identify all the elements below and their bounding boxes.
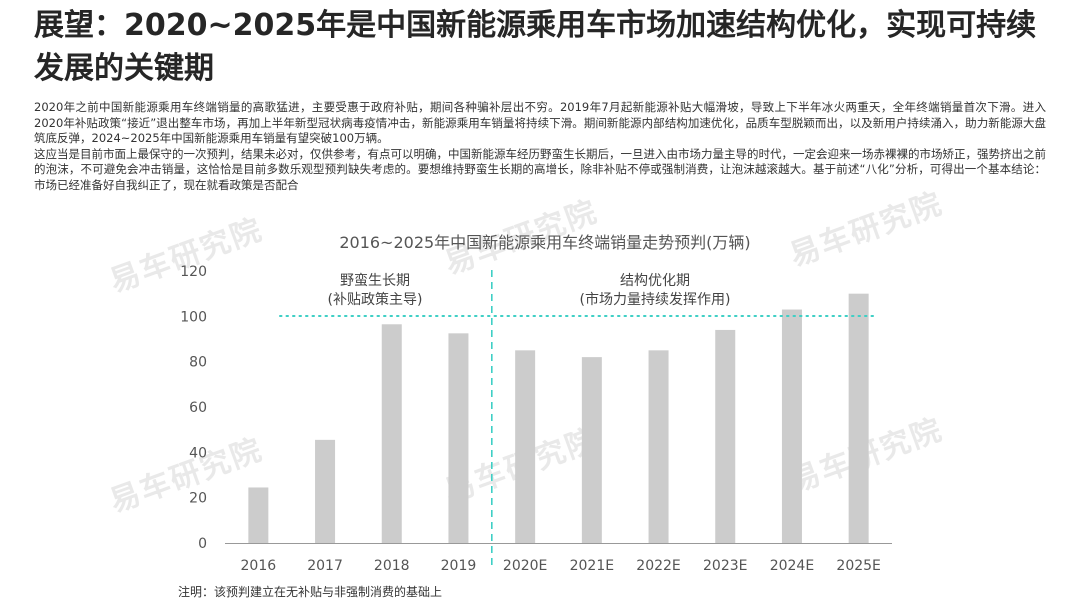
phase-1-sublabel: (补贴政策主导)	[328, 291, 423, 308]
x-tick-label: 2016	[241, 558, 277, 574]
x-tick-label: 2019	[441, 558, 477, 574]
x-tick-label: 2024E	[770, 558, 814, 574]
bar-2022E	[648, 350, 669, 543]
body-text: 2020年之前中国新能源乘用车终端销量的高歌猛进，主要受惠于政府补贴，期间各种骗…	[34, 100, 1046, 193]
y-tick-label: 0	[198, 536, 207, 552]
y-tick-label: 60	[189, 400, 207, 416]
y-tick-label: 100	[180, 309, 207, 325]
x-tick-label: 2022E	[636, 558, 680, 574]
x-tick-label: 2021E	[570, 558, 614, 574]
phase-2-sublabel: (市场力量持续发挥作用)	[580, 291, 731, 308]
x-axis: 2016 2017 2018 2019 2020E 2021E 2022E 2023E 2024…	[225, 543, 892, 574]
y-tick-label: 120	[180, 264, 207, 280]
paragraph-1: 2020年之前中国新能源乘用车终端销量的高歌猛进，主要受惠于政府补贴，期间各种骗…	[34, 100, 1046, 145]
y-tick-label: 20	[189, 491, 207, 507]
bar-2023E	[715, 329, 736, 543]
phase-overlay: 野蛮生长期 (补贴政策主导) 结构优化期 (市场力量持续发挥作用)	[279, 270, 879, 570]
x-tick-label: 2017	[307, 558, 343, 574]
y-tick-label: 40	[189, 445, 207, 461]
bar-2019	[448, 333, 469, 543]
bar-2021E	[581, 357, 602, 543]
x-tick-label: 2020E	[503, 558, 547, 574]
x-tick-label: 2023E	[703, 558, 747, 574]
bar-2017	[315, 439, 336, 543]
bar-2024E	[781, 309, 802, 543]
bar-2025E	[848, 293, 869, 543]
y-tick-label: 80	[189, 355, 207, 371]
x-tick-label: 2025E	[836, 558, 880, 574]
page-title: 展望：2020~2025年是中国新能源乘用车市场加速结构优化，实现可持续发展的关…	[34, 8, 1037, 86]
phase-1-label: 野蛮生长期	[340, 272, 410, 289]
y-axis: 0 20 40 60 80 100 120	[180, 264, 207, 552]
paragraph-2: 这应当是目前市面上最保守的一次预判，结果未必对，仅供参考，有点可以明确，中国新能…	[34, 146, 1046, 192]
footnote: 注明：该预判建立在无补贴与非强制消费的基础上	[178, 585, 443, 599]
bar-2020E	[515, 350, 536, 543]
phase-2-label: 结构优化期	[620, 273, 690, 289]
bar-2018	[381, 324, 402, 543]
bar-2016	[248, 487, 269, 543]
chart-title: 2016~2025年中国新能源乘用车终端销量走势预判(万辆)	[339, 233, 750, 252]
x-tick-label: 2018	[374, 558, 410, 574]
bars	[248, 293, 869, 543]
